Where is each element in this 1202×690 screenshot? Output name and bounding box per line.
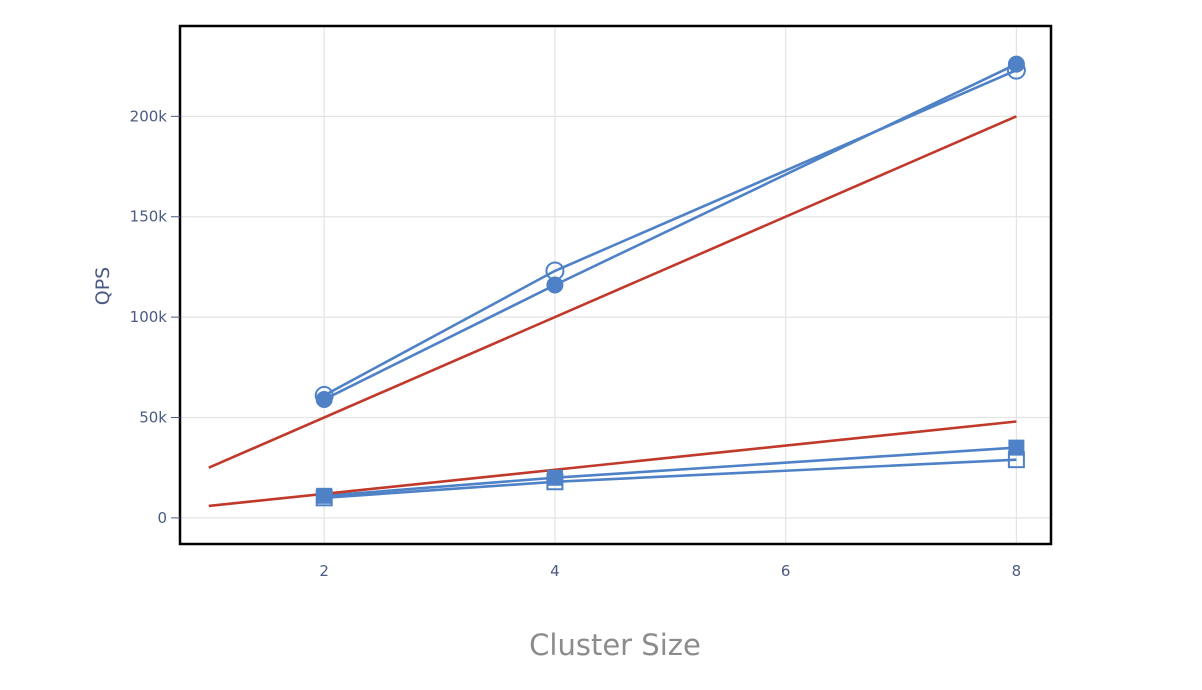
y-tick-label: 200k <box>130 107 168 125</box>
tick-layer: 2 4 6 8 0 50k 100k 150k 200k <box>130 107 1021 580</box>
marker-layer <box>314 55 1026 507</box>
x-tick-label: 2 <box>319 562 329 580</box>
y-tick-label: 50k <box>139 409 167 427</box>
y-axis-title: QPS <box>92 267 114 305</box>
series-line-2 <box>324 458 1017 500</box>
series-line-5 <box>208 420 1017 508</box>
data-point <box>315 390 333 408</box>
series-line-4 <box>208 115 1017 469</box>
data-point <box>1008 439 1025 456</box>
x-tick-label: 4 <box>550 562 560 580</box>
y-tick-label: 0 <box>157 509 167 527</box>
data-point <box>316 487 333 504</box>
grid-layer <box>180 26 1051 544</box>
series-layer <box>208 62 1017 508</box>
x-axis-title: Cluster Size <box>529 628 701 662</box>
data-point <box>546 469 563 486</box>
series-line-3 <box>324 446 1017 498</box>
x-tick-label: 8 <box>1012 562 1022 580</box>
y-tick-label: 150k <box>130 208 168 226</box>
y-tick-label: 100k <box>130 308 168 326</box>
plot-frame <box>178 24 1053 546</box>
data-point <box>546 276 564 294</box>
data-point <box>1007 55 1025 73</box>
series-line-1 <box>323 62 1017 401</box>
x-tick-label: 6 <box>781 562 791 580</box>
